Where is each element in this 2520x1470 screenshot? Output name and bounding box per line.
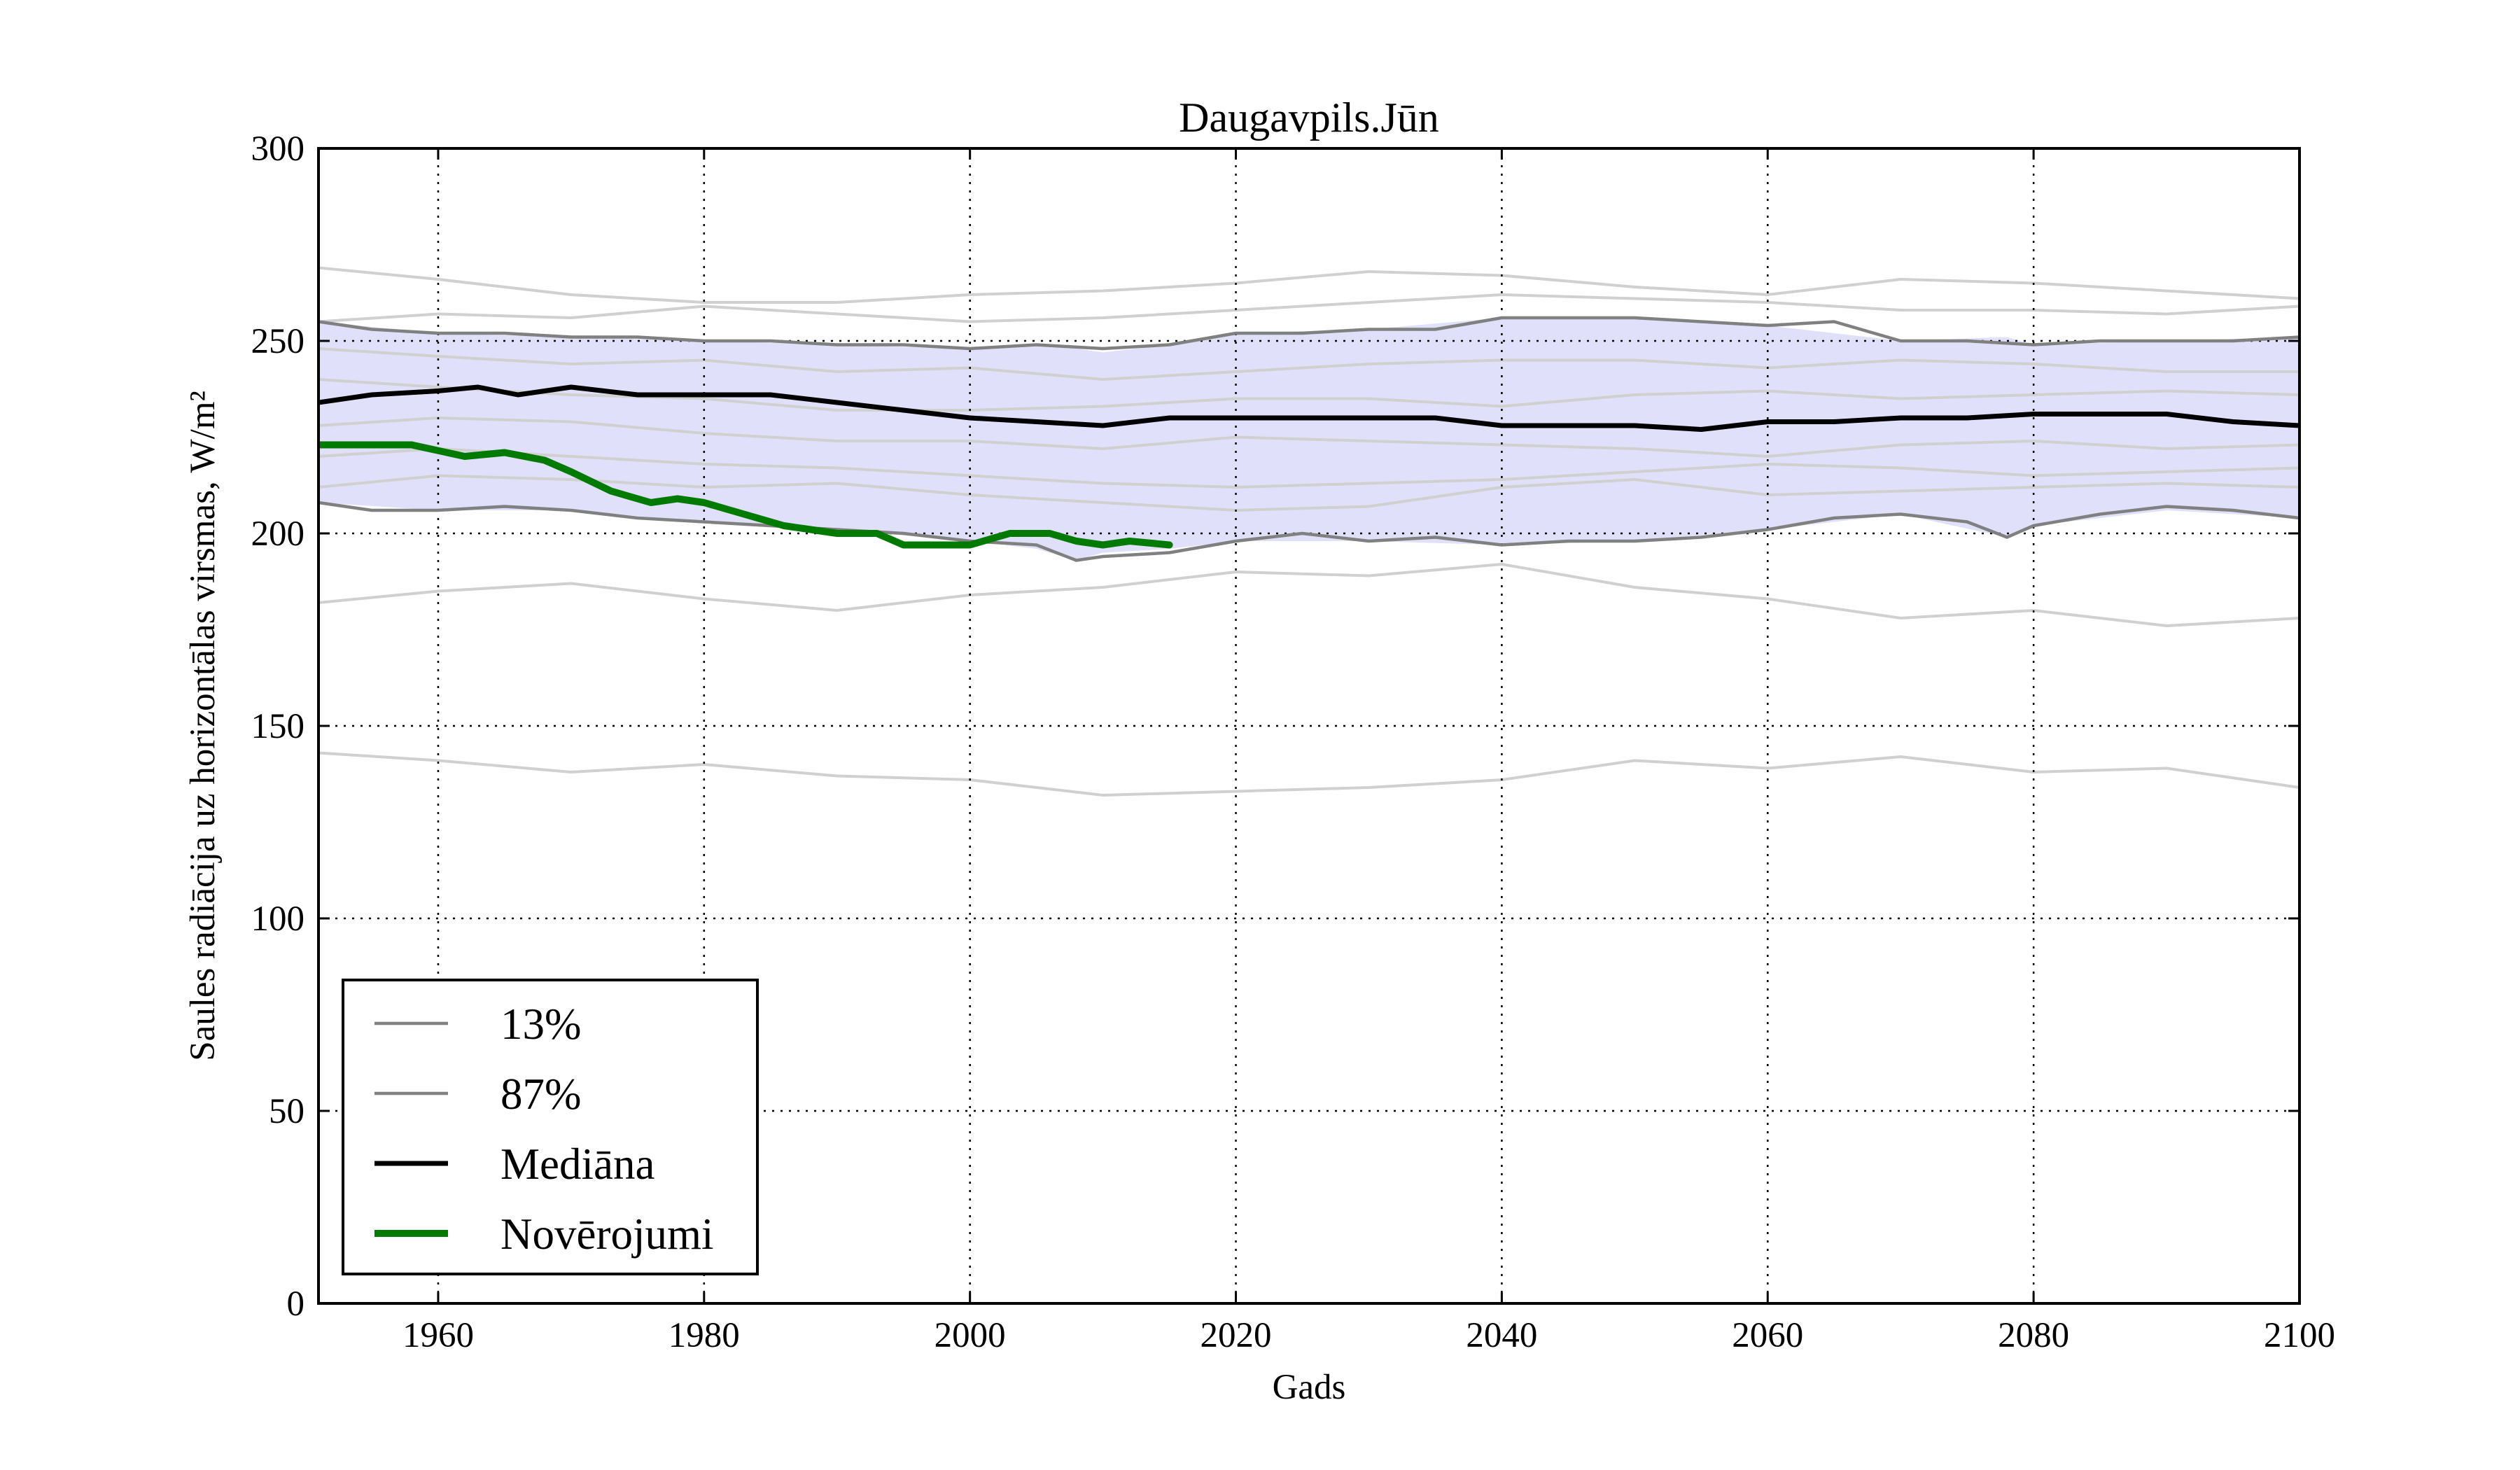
series-line-4: [318, 441, 1173, 549]
ensemble-line-7: [318, 474, 2300, 512]
y-tick-label: 200: [251, 514, 305, 554]
y-axis-label: Saules radiācija uz horizontālas virsmas…: [183, 391, 223, 1061]
x-tick-label: 1960: [402, 1316, 474, 1355]
series-layer: [318, 316, 2300, 562]
ensemble-line-5: [318, 416, 2300, 458]
ensemble-line-2: [318, 293, 2300, 323]
x-tick-label: 2080: [1998, 1316, 2069, 1355]
legend-label-2: 87%: [500, 1070, 581, 1119]
ensemble-line-9: [318, 751, 2300, 797]
x-tick-label: 2100: [2264, 1316, 2335, 1355]
series-line-2: [318, 316, 2300, 351]
legend-box: [342, 979, 759, 1275]
x-tick-label: 1980: [668, 1316, 740, 1355]
y-tick-label: 150: [251, 707, 305, 746]
y-tick-label: 0: [287, 1284, 305, 1324]
ensemble-line-1: [318, 266, 2300, 304]
x-tick-label: 2020: [1200, 1316, 1272, 1355]
ensemble-line-3: [318, 347, 2300, 382]
legend: 13% 87% Mediāna Novērojumi: [342, 979, 759, 1275]
ensemble-line-6: [318, 447, 2300, 489]
data-layer: [318, 266, 2300, 797]
series-line-1: [318, 500, 2300, 562]
y-tick-label: 50: [269, 1092, 304, 1131]
chart-title: Daugavpils.Jūn: [1179, 94, 1439, 141]
y-tick-label: 300: [251, 130, 305, 169]
y-tick-label: 100: [251, 899, 305, 939]
x-axis-label: Gads: [1273, 1368, 1346, 1407]
x-tick-label: 2000: [934, 1316, 1006, 1355]
legend-label-3: Mediāna: [500, 1140, 654, 1189]
series-line-3: [318, 384, 2300, 432]
legend-label-4: Novērojumi: [500, 1210, 713, 1259]
y-tick-label: 250: [251, 322, 305, 361]
x-tick-label: 2040: [1466, 1316, 1537, 1355]
ensemble-line-8: [318, 562, 2300, 628]
x-tick-label: 2060: [1732, 1316, 1803, 1355]
legend-label-1: 13%: [500, 1000, 581, 1049]
